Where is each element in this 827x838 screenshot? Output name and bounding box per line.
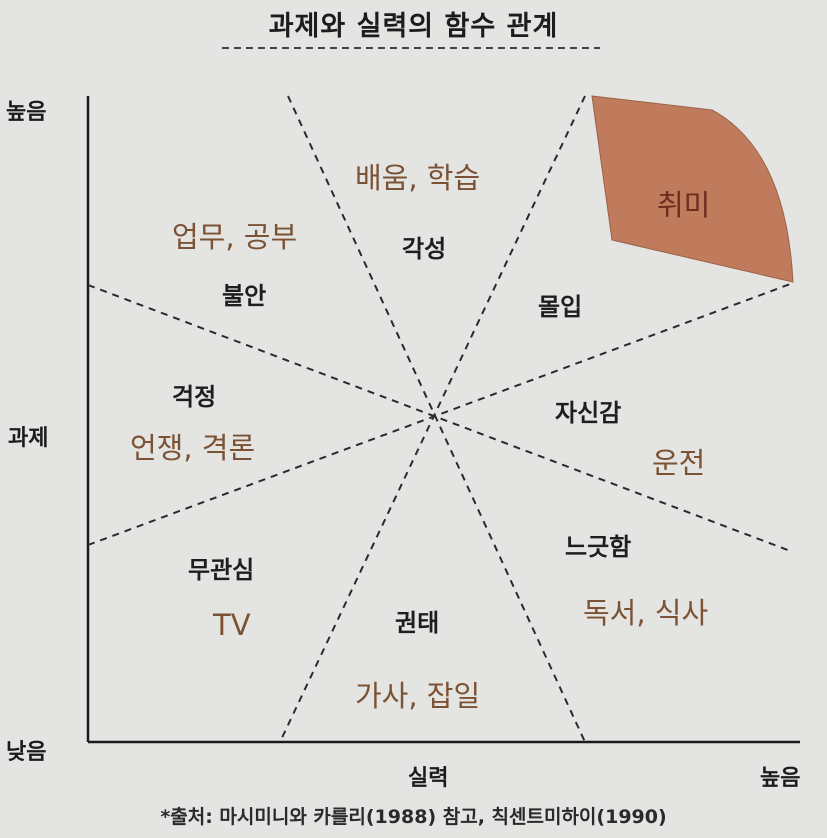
tv-label: TV: [213, 608, 251, 642]
driving-label: 운전: [652, 446, 706, 480]
sector-line-4: [87, 282, 794, 546]
learning-label: 배움, 학습: [355, 161, 481, 195]
confidence-label: 자신감: [555, 399, 622, 427]
chores-label: 가사, 잡일: [355, 679, 481, 713]
relaxation-label: 느긋함: [565, 533, 632, 561]
y-axis-label: 과제: [8, 426, 49, 451]
sector-line-3: [87, 284, 794, 553]
apathy-label: 무관심: [188, 556, 255, 584]
y-axis-high-label: 높음: [6, 100, 47, 125]
source-note: *출처: 마시미니와 카를리(1988) 참고, 칙센트미하이(1990): [160, 806, 667, 828]
x-axis-high-label: 높음: [760, 766, 801, 791]
arousal-label: 각성: [402, 235, 447, 263]
boredom-label: 권태: [395, 609, 440, 637]
worry-label: 걱정: [172, 383, 217, 411]
hobby-region: [591, 95, 794, 283]
sector-line-1: [287, 95, 586, 743]
y-axis-low-label: 낮음: [6, 740, 47, 765]
hobby-label: 취미: [657, 188, 711, 222]
work-study-label: 업무, 공부: [172, 220, 298, 254]
argument-label: 언쟁, 격론: [130, 431, 256, 465]
x-axis-label: 실력: [408, 766, 449, 791]
diagram-title: 과제와 실력의 함수 관계: [268, 11, 559, 42]
flow-label: 몰입: [538, 293, 583, 321]
reading-eating-label: 독서, 식사: [583, 596, 709, 630]
anxiety-label: 불안: [222, 282, 267, 310]
sector-line-2: [279, 95, 586, 743]
